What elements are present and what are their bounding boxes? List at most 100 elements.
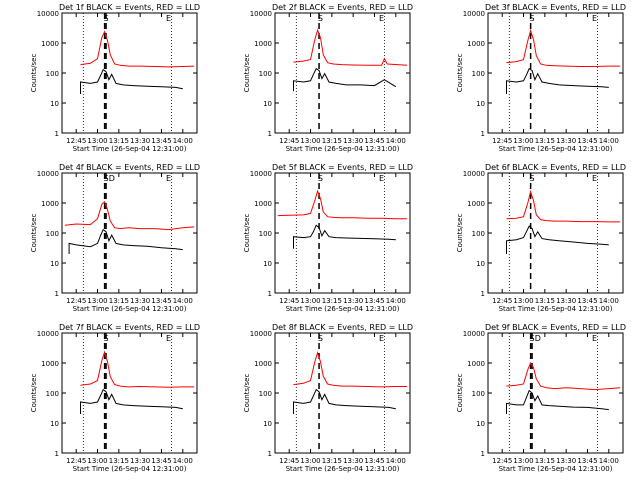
series-lld — [64, 200, 195, 231]
series-events — [80, 68, 183, 94]
y-axis-label: Counts/sec — [30, 54, 38, 93]
x-axis-label: Start Time (26-Sep-04 12:31:00) — [499, 305, 613, 313]
marker-label-s: S — [318, 334, 323, 343]
x-tick-label: 14:00 — [173, 137, 193, 145]
marker-label-e: E — [592, 14, 597, 23]
y-tick-label: 10000 — [463, 170, 485, 178]
x-axis-label: Start Time (26-Sep-04 12:31:00) — [499, 465, 613, 473]
marker-label-e: E — [166, 334, 171, 343]
x-tick-label: 13:45 — [577, 297, 597, 305]
marker-label-d: D — [535, 334, 541, 343]
x-axis-label: Start Time (26-Sep-04 12:31:00) — [73, 145, 187, 153]
panel-title: Det 7f BLACK = Events, RED = LLD — [59, 323, 200, 332]
plot-frame — [61, 332, 198, 454]
x-tick-label: 12:45 — [66, 457, 86, 465]
x-tick-label: 13:30 — [343, 457, 363, 465]
x-tick-label: 13:00 — [87, 457, 107, 465]
x-tick-label: 13:30 — [130, 137, 150, 145]
panel-det-2: Det 2f BLACK = Events, RED = LLD S E 1 10 100… — [243, 3, 413, 153]
x-tick-label: 13:30 — [130, 297, 150, 305]
y-tick-label: 1000 — [467, 200, 485, 208]
marker-label-s: S — [530, 174, 535, 183]
y-tick-label: 100 — [259, 230, 272, 238]
panel-title: Det 2f BLACK = Events, RED = LLD — [272, 3, 413, 12]
y-tick-label: 10000 — [463, 330, 485, 338]
plot-frame — [61, 12, 198, 134]
x-tick-label: 13:00 — [513, 137, 533, 145]
x-tick-label: 12:45 — [66, 297, 86, 305]
plot-frame — [61, 172, 198, 294]
plot-frame — [487, 332, 624, 454]
panel-title: Det 4f BLACK = Events, RED = LLD — [59, 163, 200, 172]
y-tick-label: 1 — [481, 450, 485, 458]
y-tick-label: 1000 — [254, 360, 272, 368]
x-tick-label: 13:15 — [322, 137, 342, 145]
x-tick-label: 14:00 — [599, 457, 619, 465]
x-axis-label: Start Time (26-Sep-04 12:31:00) — [73, 305, 187, 313]
x-tick-label: 13:15 — [109, 457, 129, 465]
series-lld — [506, 189, 621, 223]
panel-title: Det 5f BLACK = Events, RED = LLD — [272, 163, 413, 172]
x-tick-label: 13:15 — [535, 137, 555, 145]
series-events — [293, 67, 397, 92]
y-tick-label: 10 — [50, 100, 59, 108]
x-tick-label: 14:00 — [173, 297, 193, 305]
x-tick-label: 12:45 — [66, 137, 86, 145]
marker-label-e: E — [379, 334, 384, 343]
x-tick-label: 13:30 — [343, 297, 363, 305]
y-tick-label: 10000 — [463, 10, 485, 18]
plot-frame — [274, 172, 411, 294]
y-tick-label: 1000 — [254, 200, 272, 208]
series-events — [293, 224, 396, 249]
x-axis-label: Start Time (26-Sep-04 12:31:00) — [73, 465, 187, 473]
y-tick-label: 1000 — [254, 40, 272, 48]
y-tick-label: 1 — [55, 290, 59, 298]
x-tick-label: 13:45 — [364, 457, 384, 465]
y-tick-label: 1 — [268, 450, 272, 458]
x-tick-label: 13:45 — [151, 457, 171, 465]
x-tick-label: 12:45 — [279, 137, 299, 145]
y-tick-label: 10000 — [250, 330, 272, 338]
y-tick-label: 10 — [263, 100, 272, 108]
marker-label-s: S — [104, 334, 109, 343]
marker-label-s: S — [318, 14, 323, 23]
y-axis-label: Counts/sec — [30, 374, 38, 413]
y-tick-label: 1000 — [467, 360, 485, 368]
series-lld — [506, 28, 621, 67]
series-events — [506, 389, 609, 414]
marker-label-d: D — [109, 174, 115, 183]
y-tick-label: 10000 — [37, 330, 59, 338]
x-tick-label: 13:00 — [87, 137, 107, 145]
y-tick-label: 10000 — [37, 170, 59, 178]
x-tick-label: 13:15 — [109, 297, 129, 305]
plot-frame — [274, 332, 411, 454]
y-tick-label: 100 — [259, 390, 272, 398]
x-tick-label: 14:00 — [173, 457, 193, 465]
marker-label-s: S — [530, 14, 535, 23]
x-tick-label: 12:45 — [279, 457, 299, 465]
y-tick-label: 10 — [50, 420, 59, 428]
y-tick-label: 1 — [481, 290, 485, 298]
x-tick-label: 14:00 — [386, 457, 406, 465]
x-tick-label: 13:30 — [556, 297, 576, 305]
plot-frame — [487, 12, 624, 134]
y-tick-label: 1000 — [41, 200, 59, 208]
marker-label-e: E — [592, 334, 597, 343]
x-tick-label: 13:45 — [364, 137, 384, 145]
panel-det-7: Det 7f BLACK = Events, RED = LLD S E 1 10 100… — [30, 323, 200, 473]
x-tick-label: 13:45 — [364, 297, 384, 305]
x-tick-label: 14:00 — [386, 137, 406, 145]
y-tick-label: 10 — [476, 100, 485, 108]
x-tick-label: 13:30 — [556, 457, 576, 465]
x-tick-label: 12:45 — [492, 297, 512, 305]
panel-det-6: Det 6f BLACK = Events, RED = LLD S E 1 10 100… — [456, 163, 626, 313]
y-tick-label: 100 — [472, 390, 485, 398]
series-lld — [277, 189, 408, 220]
panel-det-9: Det 9f BLACK = Events, RED = LLD S E D 1 10 10… — [456, 323, 626, 473]
series-events — [80, 388, 183, 414]
y-tick-label: 100 — [472, 230, 485, 238]
x-tick-label: 14:00 — [599, 137, 619, 145]
series-events — [506, 225, 609, 254]
marker-label-e: E — [166, 174, 171, 183]
y-tick-label: 1 — [481, 130, 485, 138]
